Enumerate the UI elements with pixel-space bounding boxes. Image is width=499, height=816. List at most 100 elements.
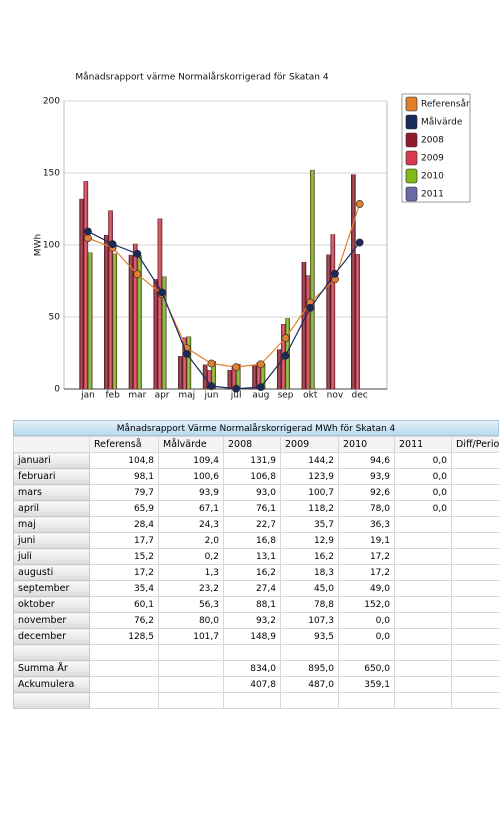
line-marker [232, 384, 241, 393]
bar-shade [178, 356, 183, 389]
table-cell: 60,1 [89, 596, 159, 613]
line-marker [158, 288, 166, 297]
bar-shade [310, 170, 315, 389]
header-cell: Diff/Period (% [451, 436, 499, 453]
line-marker [108, 240, 117, 249]
table-cell [223, 692, 281, 709]
table-cell: 28,4 [89, 516, 159, 533]
bar-shade [330, 234, 335, 389]
table-cell: 49,0 [338, 580, 395, 597]
bar-shade [207, 370, 212, 389]
bar-shade [108, 210, 113, 389]
bar-shade [326, 254, 331, 389]
table-cell [394, 564, 452, 581]
table-cell: 78,0 [338, 500, 395, 517]
bar-shade [306, 275, 311, 389]
line-marker [256, 383, 265, 392]
table-cell: -100,0 [451, 500, 499, 517]
table-cell: 12,9 [280, 532, 339, 549]
table-row [13, 644, 499, 661]
table-row: juli 15,2 0,2 13,1 16,2 17,2 [13, 548, 499, 565]
table-cell: 0,0 [394, 500, 452, 517]
legend-box [401, 93, 471, 203]
table-cell [451, 580, 499, 597]
table-cell: 834,0 [223, 660, 281, 677]
bar-shade [227, 370, 232, 389]
table-row: oktober 60,1 56,3 88,1 78,8 152,0 [13, 596, 499, 613]
row-header: december [13, 628, 90, 645]
table-cell [451, 516, 499, 533]
table-cell: 76,1 [223, 500, 281, 517]
table-cell: 118,2 [280, 500, 339, 517]
table-cell: -100,0 [451, 468, 499, 485]
table-cell: 93,9 [158, 484, 224, 501]
table-cell: 407,8 [223, 676, 281, 693]
table-cell [451, 628, 499, 645]
table-cell: 93,2 [223, 612, 281, 629]
y-tick-label: 100 [43, 241, 60, 251]
legend-label: 2009 [421, 154, 444, 164]
bar-shade [162, 276, 167, 389]
table-cell: 100,6 [158, 468, 224, 485]
table-cell: 148,9 [223, 628, 281, 645]
table-cell: 22,7 [223, 516, 281, 533]
table-row: juni 17,7 2,0 16,8 12,9 19,1 [13, 532, 499, 549]
table-cell: 98,1 [89, 468, 159, 485]
table-cell [394, 612, 452, 629]
table-row: september 35,4 23,2 27,4 45,0 49,0 [13, 580, 499, 597]
table-cell: 56,3 [158, 596, 224, 613]
legend-swatch [405, 168, 418, 184]
legend-label: 2010 [421, 172, 444, 182]
table-cell: 0,0 [394, 484, 452, 501]
line-marker [355, 238, 364, 247]
table-cell [394, 628, 452, 645]
table-cell [451, 548, 499, 565]
table-cell: 18,3 [280, 564, 339, 581]
table-cell: 2,0 [158, 532, 224, 549]
table-cell [451, 532, 499, 549]
table-cell: 101,7 [158, 628, 224, 645]
table-title: Månadsrapport Värme Normalårskorrigerad … [13, 420, 499, 436]
table-cell: 15,2 [89, 548, 159, 565]
line-marker [281, 334, 290, 342]
table-cell [451, 564, 499, 581]
table-row [13, 692, 499, 709]
table-cell [394, 596, 452, 613]
table-cell [394, 660, 452, 677]
table-cell: 0,0 [394, 452, 452, 469]
table-cell: -100,0 [451, 452, 499, 469]
legend-label: 2011 [421, 190, 444, 200]
table-cell: 104,8 [89, 452, 159, 469]
table-cell: 17,2 [89, 564, 159, 581]
table-cell: 16,2 [280, 548, 339, 565]
table-cell: 17,2 [338, 548, 395, 565]
row-header: juni [13, 532, 90, 549]
table-cell [280, 692, 339, 709]
chart-title: Månadsrapport värme Normalårskorrigerad … [75, 72, 328, 83]
table-cell [394, 516, 452, 533]
row-header: september [13, 580, 90, 597]
table-cell: 152,0 [338, 596, 395, 613]
row-header: mars [13, 484, 90, 501]
chart: Månadsrapport värme Normalårskorrigerad … [34, 72, 471, 401]
table-row: Ackumulera 407,8 487,0 359,1 [13, 676, 499, 693]
table-cell: 23,2 [158, 580, 224, 597]
row-header [13, 692, 90, 709]
table-cell: 93,5 [280, 628, 339, 645]
table-cell [89, 676, 159, 693]
row-header: maj [13, 516, 90, 533]
table-cell [451, 644, 499, 661]
line-marker [207, 359, 216, 368]
table-cell [158, 660, 224, 677]
table-cell: 80,0 [158, 612, 224, 629]
table-cell: 895,0 [280, 660, 339, 677]
table-cell: 0,0 [338, 612, 395, 629]
series-line [87, 203, 361, 368]
bar-shade [236, 364, 241, 389]
bar-shade [104, 235, 109, 389]
table-cell [394, 532, 452, 549]
table-cell: 359,1 [338, 676, 395, 693]
table-cell: 16,2 [223, 564, 281, 581]
table-cell: 76,2 [89, 612, 159, 629]
